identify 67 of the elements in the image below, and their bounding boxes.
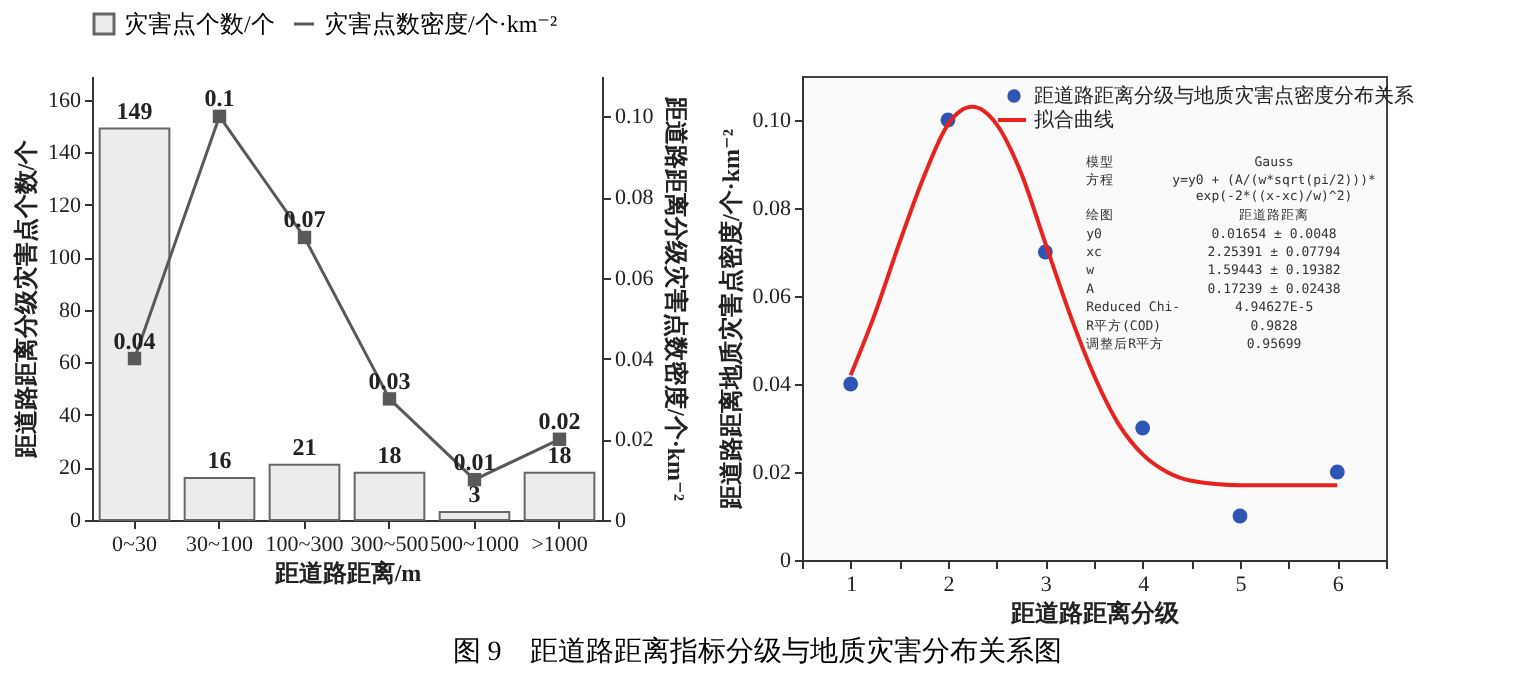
y-tick-label: 0.04 <box>752 373 792 397</box>
bar <box>98 127 171 521</box>
y-axis-title: 距道路距离地质灾害点密度/个·km⁻² <box>716 128 745 511</box>
y-tick-label: 0.06 <box>752 285 792 309</box>
data-label: 0.02 <box>538 407 581 436</box>
y2-tick-label: 0.06 <box>615 266 655 291</box>
x-tick-label: 6 <box>1332 573 1345 597</box>
point <box>127 351 142 366</box>
y-tick-label: 120 <box>48 193 82 218</box>
legend-label: 灾害点个数/个 <box>124 10 275 38</box>
y2-axis-title: 距道路距离分级灾害点数密度/个·km⁻² <box>661 95 690 502</box>
y-tick-label: 40 <box>59 403 82 428</box>
x-axis-title: 距道路距离/m <box>272 559 422 587</box>
point <box>843 376 859 392</box>
point <box>382 392 397 406</box>
legend-label: 灾害点数密度/个·km⁻² <box>324 10 558 38</box>
x-tick-label: 3 <box>1040 573 1053 597</box>
point <box>467 472 482 487</box>
x-tick-label: 4 <box>1138 573 1151 597</box>
x-tick-label: 2 <box>943 573 955 597</box>
y-tick-label: 0 <box>70 509 82 533</box>
y-tick-label: 20 <box>59 456 82 481</box>
data-label: 16 <box>207 445 232 474</box>
point <box>1135 420 1151 436</box>
caption: 图 9 距道路距离指标分级与地质灾害分布关系图 <box>450 634 1064 670</box>
x-tick-label: 30~100 <box>186 533 254 557</box>
data-label: 0.01 <box>453 447 496 476</box>
data-label: 3 <box>468 480 481 509</box>
y-tick-label: 140 <box>48 141 82 166</box>
y-tick-label: 0.02 <box>752 461 791 485</box>
y-tick-label: 160 <box>48 88 82 113</box>
x-tick-label: >1000 <box>531 533 589 557</box>
y-tick-label: 0.10 <box>752 109 792 133</box>
y2-tick-label: 0.08 <box>615 186 655 211</box>
y2-tick-label: 0 <box>615 509 627 533</box>
y-tick-label: 100 <box>48 246 82 271</box>
x-tick-label: 100~300 <box>265 533 345 557</box>
bar <box>353 471 426 521</box>
data-label: 149 <box>116 96 153 125</box>
data-label: 18 <box>377 440 402 469</box>
bar <box>523 471 596 521</box>
point <box>1329 464 1345 480</box>
y-tick-label: 80 <box>59 298 82 323</box>
y2-tick-label: 0.10 <box>615 105 655 130</box>
bar <box>268 463 341 521</box>
y-tick-label: 60 <box>59 351 82 376</box>
y-axis-title: 距道路距离分级灾害点个数/个 <box>12 137 40 461</box>
x-tick-label: 1 <box>846 573 858 597</box>
x-tick-label: 300~500 <box>350 533 430 557</box>
legend-label: 拟合曲线 <box>1034 108 1114 132</box>
point <box>1232 508 1248 524</box>
data-label: 0.1 <box>204 84 235 113</box>
data-label: 21 <box>292 432 317 461</box>
bar <box>183 476 256 521</box>
point <box>297 230 312 245</box>
data-label: 18 <box>547 440 572 469</box>
x-tick-label: 500~1000 <box>430 533 520 557</box>
y-tick-label: 0 <box>780 549 792 573</box>
bar <box>438 511 511 521</box>
x-axis-title: 距道路距离分级 <box>1009 599 1181 627</box>
point <box>552 432 567 446</box>
x-tick-label: 0~30 <box>112 533 158 557</box>
y-tick-label: 0.08 <box>752 197 792 221</box>
x-tick-label: 5 <box>1235 573 1248 597</box>
y2-tick-label: 0.04 <box>615 347 655 372</box>
point <box>212 109 227 124</box>
y2-tick-label: 0.02 <box>615 428 654 453</box>
